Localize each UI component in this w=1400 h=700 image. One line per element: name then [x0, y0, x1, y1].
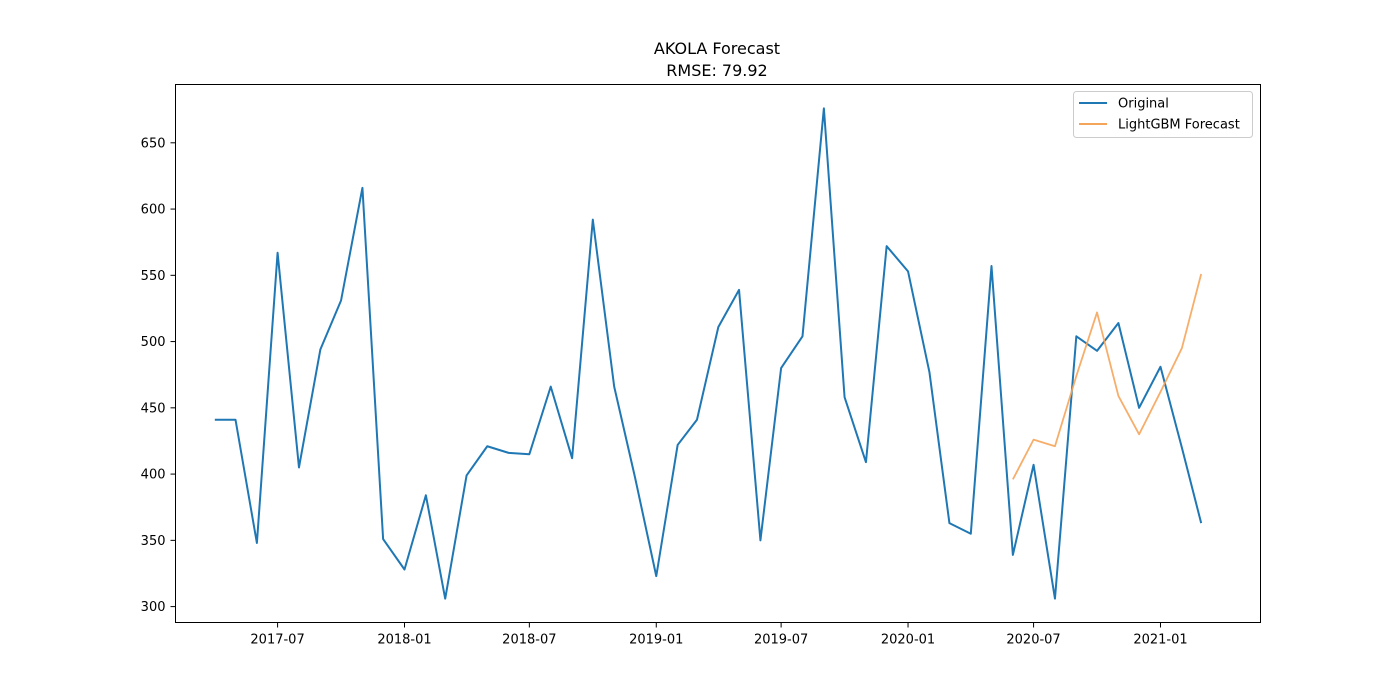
y-tick-label: 300 [141, 600, 166, 615]
x-tick-label: 2020-07 [1006, 633, 1060, 648]
series-line-forecast [1012, 273, 1203, 480]
x-tick-label: 2021-01 [1133, 633, 1187, 648]
legend-label-original: Original [1118, 97, 1169, 112]
plot-area-frame [175, 84, 1261, 623]
y-tick-label: 400 [141, 468, 166, 483]
x-axis: 2017-07 2018-01 2018-07 2019-01 2019-07 2020-… [250, 622, 1188, 648]
y-axis: 300 350 400 450 500 550 600 650 [141, 136, 176, 615]
x-tick-label: 2019-01 [629, 633, 683, 648]
chart-title: AKOLA Forecast [654, 39, 780, 58]
y-tick-label: 350 [141, 534, 166, 549]
y-tick-label: 500 [141, 335, 166, 350]
x-tick-label: 2018-07 [502, 633, 556, 648]
y-tick-label: 450 [141, 401, 166, 416]
x-tick-label: 2017-07 [250, 633, 304, 648]
legend-label-forecast: LightGBM Forecast [1118, 118, 1240, 133]
chart-subtitle: RMSE: 79.92 [666, 61, 767, 80]
x-tick-label: 2020-01 [881, 633, 935, 648]
legend-frame [1073, 91, 1253, 138]
x-tick-label: 2018-01 [377, 633, 431, 648]
series-layer [214, 107, 1203, 600]
series-line-original [214, 107, 1203, 600]
legend: Original LightGBM Forecast [1073, 91, 1253, 138]
y-tick-label: 650 [141, 136, 166, 151]
y-tick-label: 550 [141, 269, 166, 284]
y-tick-label: 600 [141, 203, 166, 218]
x-tick-label: 2019-07 [754, 633, 808, 648]
